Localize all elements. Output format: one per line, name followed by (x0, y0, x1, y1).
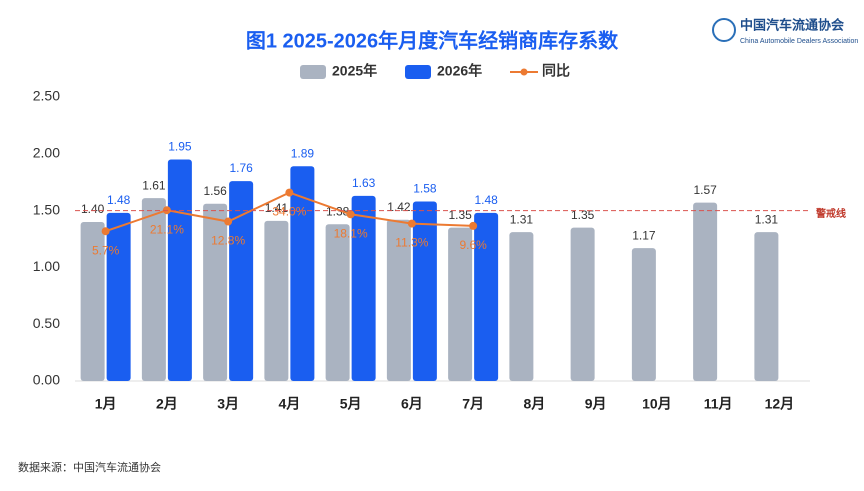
x-tick-label: 8月 (523, 396, 545, 412)
line-value-label: 5.7% (92, 243, 120, 257)
bar-value-label: 1.35 (571, 208, 595, 222)
x-tick-label: 4月 (278, 396, 300, 412)
x-tick-label: 12月 (765, 396, 795, 412)
line-value-label: 9.6% (459, 238, 487, 252)
bar (264, 220, 289, 381)
bar-value-label: 1.56 (203, 184, 227, 198)
bar (141, 198, 166, 381)
bar (229, 181, 254, 381)
bar (325, 224, 350, 381)
bar (290, 166, 315, 381)
bar (412, 201, 437, 381)
bar-value-label: 1.41 (265, 201, 289, 215)
bar-value-label: 1.40 (81, 202, 105, 216)
logo-subtitle: China Automobile Dealers Association (740, 38, 858, 45)
x-tick-label: 3月 (217, 396, 239, 412)
bar (386, 219, 411, 381)
bar (509, 232, 534, 381)
legend-label: 2026年 (437, 63, 482, 79)
line-marker (285, 188, 294, 197)
bar-value-label: 1.31 (755, 212, 779, 226)
bar (167, 159, 192, 381)
bar-value-label: 1.89 (291, 146, 315, 160)
line-value-label: 18.1% (334, 226, 368, 240)
y-tick-label: 1.00 (33, 258, 60, 274)
reference-label: 警戒线 (815, 207, 846, 220)
x-tick-label: 7月 (462, 396, 484, 412)
line-marker (101, 227, 110, 236)
logo-title: 中国汽车流通协会 (740, 17, 845, 32)
bar-value-label: 1.48 (474, 193, 498, 207)
source: 数据来源：中国汽车流通协会 (18, 460, 161, 474)
x-tick-label: 2月 (156, 396, 178, 412)
y-tick-label: 0.50 (33, 315, 60, 331)
bar-value-label: 1.58 (413, 182, 437, 196)
x-tick-label: 10月 (642, 396, 672, 412)
bar-value-label: 1.31 (510, 212, 534, 226)
bar-value-label: 1.48 (107, 193, 131, 207)
x-tick-label: 9月 (585, 396, 607, 412)
y-tick-label: 0.00 (33, 372, 60, 388)
line-marker (346, 210, 355, 219)
bar (203, 203, 228, 381)
bar (448, 227, 473, 381)
x-tick-label: 5月 (340, 396, 362, 412)
legend-swatch (405, 65, 431, 79)
bar (754, 232, 779, 381)
x-tick-label: 1月 (95, 396, 117, 412)
logo-icon (712, 18, 736, 42)
x-tick-label: 6月 (401, 396, 423, 412)
bar (570, 227, 595, 381)
y-tick-label: 1.50 (33, 201, 60, 217)
line-marker (469, 221, 478, 230)
line-marker (407, 219, 416, 228)
bar-value-label: 1.61 (142, 178, 166, 192)
bar-value-label: 1.57 (693, 183, 717, 197)
bar (106, 212, 131, 381)
bar (693, 202, 718, 381)
line-marker (224, 217, 233, 226)
bar-value-label: 1.76 (229, 161, 253, 175)
line-value-label: 21.1% (150, 222, 184, 236)
bar (631, 248, 656, 381)
line-value-label: 12.8% (211, 234, 245, 248)
bar-value-label: 1.35 (448, 208, 472, 222)
bar-value-label: 1.63 (352, 176, 376, 190)
y-tick-label: 2.50 (33, 88, 60, 104)
chart-title: 图1 2025-2026年月度汽车经销商库存系数 (246, 28, 619, 52)
bar-value-label: 1.42 (387, 200, 411, 214)
legend-label: 2025年 (332, 63, 377, 79)
bar (80, 221, 105, 381)
y-tick-label: 2.00 (33, 145, 60, 161)
bar (351, 195, 376, 381)
line-value-label: 11.3% (395, 236, 428, 250)
bar (474, 212, 499, 381)
bar-value-label: 1.17 (632, 228, 656, 242)
legend-marker (520, 68, 528, 76)
legend-swatch (300, 65, 326, 79)
bar-value-label: 1.95 (168, 140, 192, 154)
legend-label: 同比 (542, 63, 570, 79)
x-tick-label: 11月 (704, 396, 733, 412)
line-value-label: 34.0% (272, 205, 306, 219)
